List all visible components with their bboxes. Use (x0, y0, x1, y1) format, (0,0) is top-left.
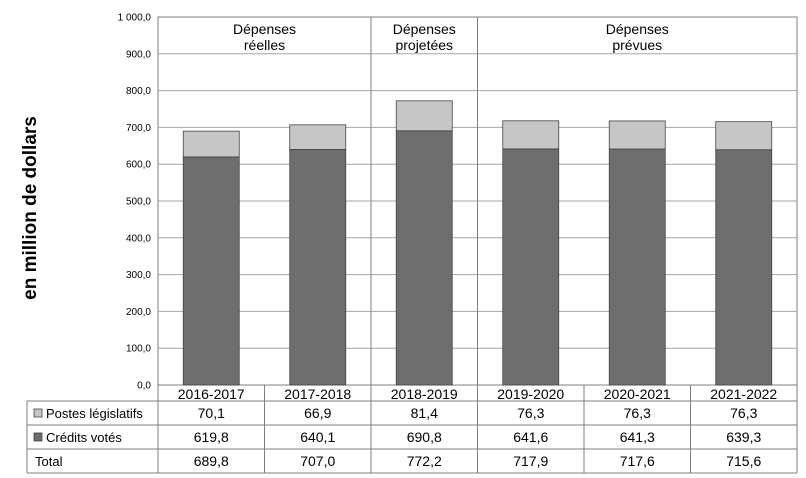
table-cell-credits-votes: 641,3 (620, 429, 655, 445)
bar-credits-votes (502, 148, 560, 386)
bar-postes-legislatifs (502, 120, 560, 150)
y-tick-label: 300,0 (126, 270, 151, 281)
y-tick-label: 200,0 (126, 307, 151, 318)
table-cell-credits-votes: 690,8 (407, 429, 442, 445)
section-header: Dépenses (606, 21, 669, 37)
bar-credits-votes (715, 149, 773, 386)
bar-credits-votes (289, 149, 347, 386)
table-cell-postes-legislatifs: 66,9 (304, 405, 331, 421)
table-cell-postes-legislatifs: 76,3 (730, 405, 757, 421)
legend-swatch-postes-legislatifs (33, 408, 43, 418)
legend-swatch-credits-votes (33, 432, 43, 442)
table-cell-total: 772,2 (407, 453, 442, 469)
y-tick-label: 500,0 (126, 197, 151, 208)
y-tick-label: 100,0 (126, 344, 151, 355)
table-cell-credits-votes: 641,6 (513, 429, 548, 445)
row-label-total: Total (35, 454, 63, 469)
y-tick-label: 900,0 (126, 49, 151, 60)
table-cell-postes-legislatifs: 70,1 (198, 405, 225, 421)
y-tick-label: 700,0 (126, 123, 151, 134)
row-label-postes-legislatifs: Postes législatifs (46, 406, 143, 421)
row-label-credits-votes: Crédits votés (46, 430, 122, 445)
x-tick-label: 2020-2021 (604, 386, 671, 402)
bar-credits-votes (608, 148, 666, 386)
section-header: projetées (395, 37, 453, 53)
bar-credits-votes (395, 130, 453, 386)
table-cell-credits-votes: 639,3 (726, 429, 761, 445)
section-header: prévues (612, 37, 662, 53)
table-cell-total: 707,0 (300, 453, 335, 469)
table-cell-postes-legislatifs: 76,3 (517, 405, 544, 421)
x-tick-label: 2021-2022 (710, 386, 777, 402)
bar-credits-votes (182, 156, 240, 386)
x-tick-label: 2017-2018 (284, 386, 351, 402)
table-cell-credits-votes: 640,1 (300, 429, 335, 445)
y-tick-label: 800,0 (126, 86, 151, 97)
section-header: Dépenses (233, 21, 296, 37)
y-axis-title: en million de dollars (20, 116, 41, 300)
bar-postes-legislatifs (608, 120, 666, 150)
x-tick-label: 2018-2019 (391, 386, 458, 402)
y-tick-label: 400,0 (126, 233, 151, 244)
table-cell-total: 717,6 (620, 453, 655, 469)
bar-postes-legislatifs (715, 121, 773, 151)
y-tick-label: 1 000,0 (118, 13, 152, 24)
x-tick-label: 2019-2020 (497, 386, 564, 402)
x-tick-label: 2016-2017 (178, 386, 245, 402)
y-tick-label: 600,0 (126, 160, 151, 171)
table-cell-total: 717,9 (513, 453, 548, 469)
section-header: Dépenses (393, 21, 456, 37)
table-cell-total: 689,8 (194, 453, 229, 469)
table-cell-postes-legislatifs: 76,3 (624, 405, 651, 421)
bar-postes-legislatifs (289, 124, 347, 150)
bar-postes-legislatifs (182, 130, 240, 158)
table-cell-postes-legislatifs: 81,4 (411, 405, 438, 421)
section-header: réelles (244, 37, 285, 53)
table-cell-total: 715,6 (726, 453, 761, 469)
table-cell-credits-votes: 619,8 (194, 429, 229, 445)
bar-postes-legislatifs (395, 100, 453, 132)
y-tick-label: 0,0 (137, 381, 151, 392)
